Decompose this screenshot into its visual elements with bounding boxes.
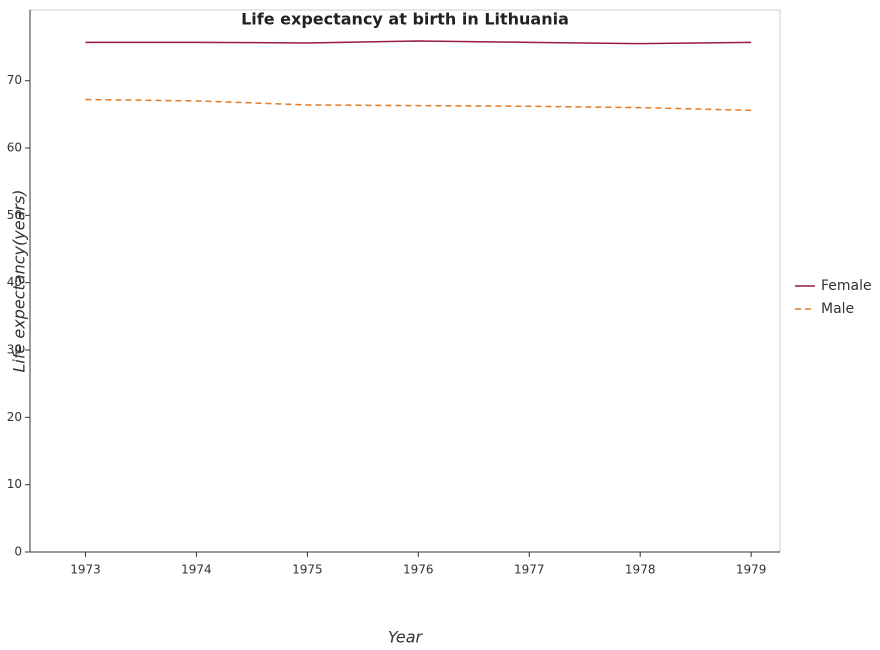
x-axis-label: Year (388, 628, 424, 647)
x-tick-label: 1977 (514, 563, 545, 577)
x-tick-label: 1975 (292, 563, 323, 577)
chart-title: Life expectancy at birth in Lithuania (241, 10, 569, 29)
x-tick-label: 1976 (403, 563, 434, 577)
y-axis-label: Life expectancy(years) (10, 189, 29, 372)
y-tick-label: 20 (7, 410, 22, 424)
y-tick-label: 40 (7, 275, 22, 289)
y-tick-label: 50 (7, 208, 22, 222)
x-tick-label: 1973 (70, 563, 101, 577)
x-tick-label: 1974 (181, 563, 212, 577)
y-tick-label: 30 (7, 343, 22, 357)
legend-label: Male (821, 301, 854, 317)
line-series (85, 40, 752, 45)
legend-label: Female (821, 278, 872, 294)
line-series (85, 98, 752, 112)
y-tick-label: 70 (7, 73, 22, 87)
y-tick-label: 0 (14, 545, 22, 559)
y-tick-label: 10 (7, 477, 22, 491)
plot-frame (29, 9, 781, 553)
x-tick-label: 1979 (736, 563, 767, 577)
y-tick-label: 60 (7, 141, 22, 155)
x-tick-label: 1978 (625, 563, 656, 577)
